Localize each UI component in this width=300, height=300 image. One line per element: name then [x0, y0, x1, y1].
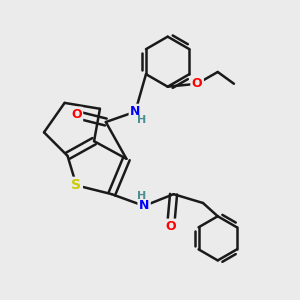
Text: S: S	[71, 178, 81, 192]
Text: H: H	[137, 115, 146, 125]
Text: O: O	[165, 220, 176, 233]
Text: H: H	[136, 190, 146, 201]
Text: O: O	[71, 108, 82, 121]
Text: N: N	[139, 200, 149, 212]
Text: O: O	[192, 77, 203, 90]
Text: N: N	[130, 105, 140, 118]
